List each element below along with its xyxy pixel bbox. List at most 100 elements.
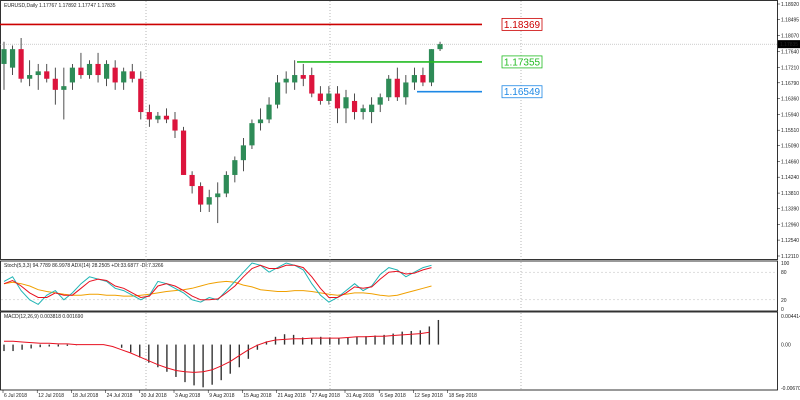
price-tick-label: 1.13390 xyxy=(781,207,799,213)
price-tick-label: 1.16790 xyxy=(781,81,799,87)
candle-body xyxy=(309,75,315,94)
candle-body xyxy=(403,82,409,98)
candle-body xyxy=(9,49,16,68)
price-level-label: 1.17355 xyxy=(504,57,541,68)
price-level-label: 1.16549 xyxy=(504,87,541,98)
osc-tick-label: 100 xyxy=(781,261,790,267)
candle-body xyxy=(394,78,400,98)
period-separators xyxy=(145,1,522,390)
price-tick-label: 1.18070 xyxy=(781,33,799,39)
ohlc-label: 1.17767 1.17892 1.17747 1.17835 xyxy=(39,3,116,9)
macd-tick-label: 0.004414 xyxy=(781,314,800,320)
macd-signal-line xyxy=(4,331,430,373)
macd-tick-label: 0.00 xyxy=(781,343,791,349)
price-tick-label: 1.12110 xyxy=(781,254,799,260)
symbol-label: EURUSD,Daily xyxy=(4,3,38,9)
candle-body xyxy=(95,63,101,76)
candle-body xyxy=(386,78,392,98)
candle-body xyxy=(232,160,238,175)
oscillator-panel[interactable] xyxy=(0,260,778,312)
macd-series xyxy=(3,319,440,388)
candle-body xyxy=(283,78,289,83)
candle-body xyxy=(343,97,349,109)
date-tick-label: 24 Jul 2018 xyxy=(107,393,133,399)
current-price-label: 1.17835 xyxy=(780,42,798,48)
candle-body xyxy=(104,63,110,79)
date-tick-label: 18 Sep 2018 xyxy=(449,393,478,399)
candle-body xyxy=(1,49,7,64)
price-levels: 1.18369 1.17355 1.16549 1.17835 xyxy=(0,17,800,99)
candle-body xyxy=(78,67,84,76)
candle-body xyxy=(172,119,178,131)
date-tick-label: 6 Jul 2018 xyxy=(4,393,27,399)
candle-body xyxy=(138,78,144,113)
date-tick-label: 30 Jul 2018 xyxy=(141,393,167,399)
osc-tick-label: 0 xyxy=(781,307,784,313)
price-level-tag xyxy=(501,55,543,69)
date-tick-label: 21 Aug 2018 xyxy=(278,393,306,399)
candle-body xyxy=(428,49,435,83)
candle-body xyxy=(351,100,358,113)
price-tick-label: 1.12540 xyxy=(781,238,799,244)
price-tick-label: 1.17640 xyxy=(781,49,799,55)
osc-tick-label: 20 xyxy=(781,298,787,304)
candle-body xyxy=(300,75,306,79)
date-tick-label: 15 Aug 2018 xyxy=(243,393,271,399)
candle-body xyxy=(155,115,161,120)
price-tick-label: 1.15090 xyxy=(781,144,799,150)
candle-body xyxy=(44,71,50,79)
macd-header: MACD(12,26,9) 0.003818 0.001690 xyxy=(4,314,83,320)
candle-body xyxy=(61,86,67,90)
candle-body xyxy=(334,93,341,109)
date-tick-label: 3 Aug 2018 xyxy=(175,393,201,399)
candle-body xyxy=(69,67,75,83)
candle-body xyxy=(206,197,212,205)
candle-body xyxy=(317,93,323,101)
candle-body xyxy=(437,43,443,50)
price-tick-label: 1.14660 xyxy=(781,160,799,166)
stoch-header: Stoch(5,3,3) 94.7789 86.9978 ADX(14) 28.… xyxy=(4,263,164,269)
price-tick-label: 1.17210 xyxy=(781,65,799,71)
adx-line xyxy=(3,280,432,297)
candle-body xyxy=(112,67,118,83)
price-panel[interactable] xyxy=(0,0,778,260)
candle-body xyxy=(35,71,41,76)
candle-body xyxy=(360,108,366,113)
price-tick-label: 1.13810 xyxy=(781,191,799,197)
current-price-tag xyxy=(778,40,800,49)
macd-panel[interactable] xyxy=(0,311,778,391)
price-tick-label: 1.14240 xyxy=(781,175,799,181)
price-level-tag xyxy=(501,85,543,99)
price-tick-label: 1.15940 xyxy=(781,112,799,118)
candle-body xyxy=(146,112,152,120)
candle-body xyxy=(266,104,272,120)
candles-group xyxy=(1,38,443,224)
candle-body xyxy=(275,82,281,105)
price-tick-label: 1.18495 xyxy=(781,18,799,24)
candle-body xyxy=(369,104,375,113)
candle-body xyxy=(27,75,33,79)
date-tick-label: 27 Aug 2018 xyxy=(312,393,340,399)
candle-body xyxy=(223,174,229,194)
osc-tick-label: 80 xyxy=(781,270,787,276)
price-tick-label: 1.12960 xyxy=(781,223,799,229)
date-tick-label: 12 Jul 2018 xyxy=(38,393,64,399)
candle-body xyxy=(411,75,417,83)
candle-body xyxy=(52,78,58,90)
candle-body xyxy=(189,174,195,187)
candle-body xyxy=(326,93,332,101)
date-tick-label: 12 Sep 2018 xyxy=(414,393,443,399)
candle-body xyxy=(257,119,264,124)
date-tick-label: 6 Sep 2018 xyxy=(380,393,406,399)
price-level-tag xyxy=(501,17,543,31)
candle-body xyxy=(292,75,298,83)
price-level-label: 1.18369 xyxy=(504,20,541,31)
oscillator-lines xyxy=(1,262,777,306)
candle-body xyxy=(249,123,255,146)
candle-body xyxy=(377,97,383,105)
price-tick-label: 1.16360 xyxy=(781,97,799,103)
candle-body xyxy=(198,186,204,205)
